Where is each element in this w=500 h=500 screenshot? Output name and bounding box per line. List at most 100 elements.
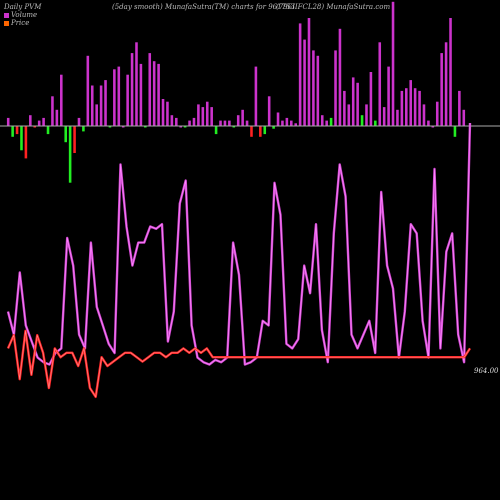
volume-bar: [263, 126, 267, 135]
volume-bar: [135, 42, 138, 126]
volume-bar: [68, 126, 72, 183]
last-price-label: 964.00: [474, 367, 499, 375]
volume-bar: [20, 126, 23, 151]
volume-bar: [462, 109, 466, 126]
volume-bar: [29, 115, 32, 126]
volume-bar: [351, 77, 355, 126]
volume-bar: [113, 69, 116, 126]
volume-bar: [104, 80, 107, 126]
volume-bar: [183, 126, 187, 128]
volume-bar: [170, 115, 174, 126]
volume-bar: [77, 117, 81, 126]
volume-bar: [99, 85, 103, 126]
legend-price-swatch: [4, 20, 9, 26]
volume-bar: [33, 126, 37, 128]
volume-bar: [245, 120, 249, 126]
volume-bar: [320, 115, 324, 126]
volume-bar: [108, 126, 112, 128]
volume-bar: [236, 115, 240, 126]
volume-bar: [126, 74, 129, 126]
volume-bar: [90, 85, 94, 126]
volume-bar: [290, 120, 293, 126]
volume-bar: [192, 117, 196, 126]
volume-bar: [51, 96, 54, 126]
volume-bar: [210, 107, 213, 126]
volume-bar: [422, 104, 426, 126]
volume-bar: [431, 126, 435, 128]
volume-bar: [435, 101, 439, 126]
volume-bar: [11, 126, 14, 137]
volume-bar: [458, 90, 461, 126]
volume-bar: [139, 63, 143, 126]
volume-bar: [391, 1, 395, 126]
volume-bar: [219, 120, 222, 126]
volume-bar: [259, 126, 262, 137]
legend-price-label: Price: [11, 19, 30, 27]
volume-bar: [276, 112, 280, 126]
volume-bar: [400, 90, 404, 126]
volume-bar: [440, 53, 443, 126]
volume-bar: [201, 107, 205, 126]
volume-bar: [214, 126, 218, 135]
volume-bar: [144, 126, 147, 128]
volume-bar: [73, 126, 76, 153]
volume-bar: [374, 120, 377, 126]
volume-bar: [325, 120, 328, 126]
volume-bar: [449, 18, 452, 126]
volume-bar: [272, 126, 275, 129]
volume-bar: [378, 42, 382, 126]
volume-bar: [307, 18, 311, 126]
chart-title-right: (796IIFCL28) MunafaSutra.com: [276, 3, 391, 11]
volume-bar: [267, 96, 271, 126]
volume-bar: [347, 104, 351, 126]
volume-bar: [356, 82, 359, 126]
volume-bar: [369, 72, 373, 126]
volume-bar: [82, 126, 85, 132]
volume-bar: [42, 117, 45, 126]
volume-bar: [60, 74, 63, 126]
volume-bar: [95, 104, 98, 126]
volume-bar: [281, 120, 284, 126]
volume-bar: [15, 126, 19, 135]
legend-price: Price: [4, 19, 29, 27]
legend-volume: Volume: [4, 11, 37, 19]
volume-bar: [365, 104, 368, 126]
volume-bar: [329, 117, 333, 126]
volume-bar: [166, 101, 169, 126]
volume-bar: [24, 126, 28, 159]
volume-bar: [55, 109, 59, 126]
volume-bar: [161, 99, 165, 126]
volume-bar: [148, 53, 152, 126]
volume-bar: [152, 61, 156, 127]
volume-bar: [130, 53, 134, 126]
price-line-highlight: [7, 330, 471, 398]
volume-bar: [157, 63, 160, 126]
volume-bar: [254, 66, 258, 126]
volume-bar: [413, 88, 417, 126]
volume-bar: [298, 23, 302, 126]
volume-bar: [453, 126, 457, 137]
volume-bar: [197, 104, 200, 126]
legend-volume-swatch: [4, 12, 9, 18]
chart-title-center: (5day smooth) MunafaSutra(TM) charts for…: [112, 3, 295, 11]
legend-volume-label: Volume: [11, 11, 38, 19]
volume-bar: [250, 126, 253, 137]
volume-bar: [64, 126, 67, 143]
volume-bar: [232, 126, 236, 128]
volume-bar: [444, 42, 448, 126]
volume-bar: [427, 120, 430, 126]
volume-bar: [418, 90, 421, 126]
volume-bar: [46, 126, 50, 135]
volume-bar: [387, 66, 390, 126]
volume-bar: [396, 109, 399, 126]
volume-bar: [117, 66, 121, 126]
volume-bar: [86, 55, 90, 126]
volume-bar: [405, 88, 408, 126]
chart-title-left: Daily PVM: [4, 3, 42, 11]
volume-bar: [223, 120, 227, 126]
volume-bar: [338, 28, 342, 126]
volume-bar: [241, 109, 244, 126]
volume-bar: [409, 80, 412, 126]
